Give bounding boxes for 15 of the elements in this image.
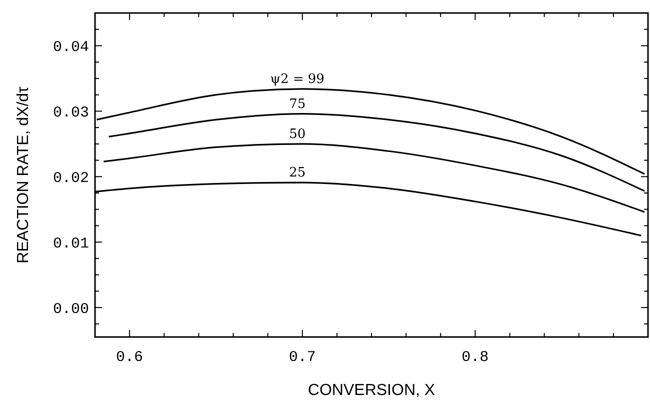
y-tick-label: 0.02: [52, 170, 89, 187]
series-label: 25: [289, 166, 306, 181]
series-label: 50: [289, 126, 306, 142]
x-axis-title: CONVERSION, X: [308, 382, 436, 399]
series-label: 75: [289, 96, 306, 112]
x-tick-label: 0.8: [462, 349, 489, 366]
x-tick-label: 0.6: [116, 349, 144, 366]
y-tick-label: 0.04: [52, 38, 89, 56]
y-axis-title: REACTION RATE, dX/dτ: [15, 86, 32, 264]
y-tick-label: 0.01: [52, 235, 89, 252]
y-tick-label: 0.03: [52, 104, 89, 122]
x-tick-label: 0.7: [288, 349, 316, 366]
series-label: ψ2 = 99: [270, 72, 324, 87]
line-series: [102, 143, 646, 213]
y-tick-label: 0.00: [52, 300, 89, 318]
